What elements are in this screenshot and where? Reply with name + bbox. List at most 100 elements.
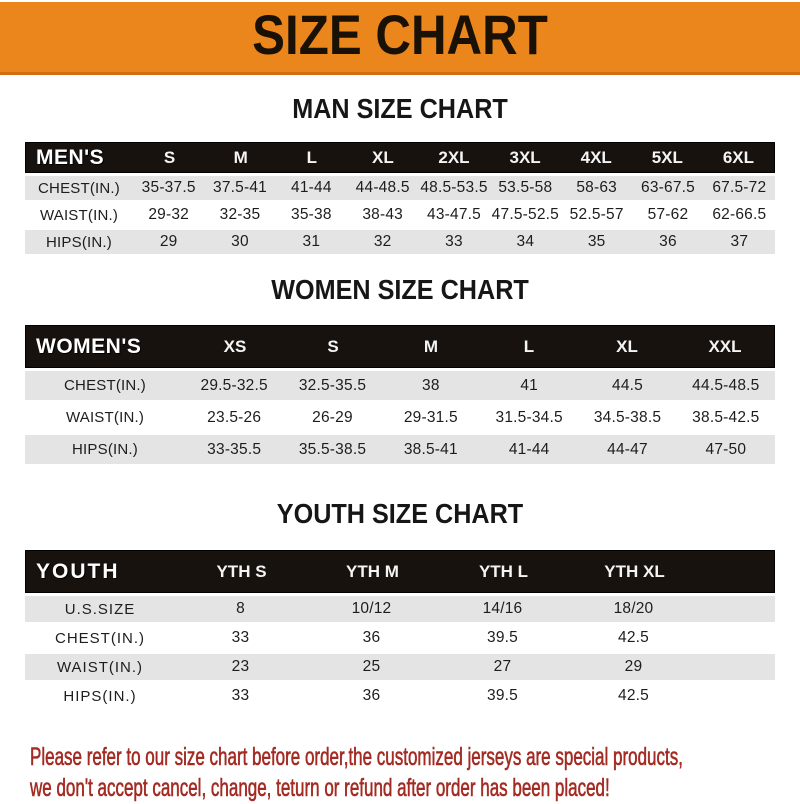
row-label: HIPS(IN.) <box>72 441 138 458</box>
man-size-chart-heading: MAN SIZE CHART <box>292 93 508 124</box>
table-cell: 41 <box>520 376 538 394</box>
size-sections: MAN SIZE CHART MEN'S S M L XL 2XL 3XL 4XL 5XL 6XL… <box>0 93 800 709</box>
table-cell: 29-32 <box>148 206 189 223</box>
table-header-row: YOUTH YTH S YTH M YTH L YTH XL <box>25 550 775 593</box>
table-cell: 39.5 <box>487 687 518 704</box>
table-cell: 10/12 <box>351 600 392 617</box>
table-cell: 47.5-52.5 <box>491 206 559 223</box>
table-header-cell: L <box>306 147 317 167</box>
table-cell: 37.5-41 <box>213 179 267 196</box>
footer-note: Please refer to our size chart before or… <box>30 742 683 804</box>
table-header-cell: XL <box>616 336 638 356</box>
table-header-cell: M <box>423 336 439 356</box>
table-cell: 53.5-58 <box>498 179 553 196</box>
table-header-cell: 2XL <box>438 147 470 167</box>
youth-size-table: YOUTH YTH S YTH M YTH L YTH XL U.S.SIZE 8 10/12… <box>25 550 775 709</box>
table-cell: 62-66.5 <box>712 206 767 223</box>
table-cell: 33-35.5 <box>207 440 262 458</box>
table-cell: 31 <box>302 233 321 250</box>
table-header-cell: S <box>327 336 339 356</box>
table-header-row: WOMEN'S XS S M L XL XXL <box>25 325 775 368</box>
table-cell: 23 <box>231 658 250 675</box>
table-cell: 29.5-32.5 <box>200 376 268 394</box>
table-cell: 34 <box>516 233 535 250</box>
women-size-chart-heading: WOMEN SIZE CHART <box>271 274 529 305</box>
table-cell: 31.5-34.5 <box>495 408 563 426</box>
table-cell: 18/20 <box>613 600 654 617</box>
table-row: WAIST(IN.) 23.5-26 26-29 29-31.5 31.5-34.5 34… <box>25 403 775 432</box>
row-label: HIPS(IN.) <box>46 233 112 251</box>
women-size-table: WOMEN'S XS S M L XL XXL CHEST(IN.) 29.5-32.5 32.5… <box>25 325 775 464</box>
row-label: CHEST(IN.) <box>38 179 120 197</box>
table-cell: 43-47.5 <box>427 206 481 223</box>
row-label: WAIST(IN.) <box>65 409 145 426</box>
table-cell: 36 <box>362 629 381 646</box>
row-label: WAIST(IN.) <box>39 206 119 224</box>
table-header-cell: M <box>233 147 248 167</box>
table-row: HIPS(IN.) 29 30 31 32 33 34 35 36 37 <box>25 230 775 254</box>
table-cell: 41-44 <box>508 440 550 458</box>
table-cell: 35-37.5 <box>141 179 196 196</box>
table-cell: 8 <box>236 600 245 617</box>
table-cell: 35 <box>587 233 606 250</box>
table-cell: 38.5-41 <box>403 440 458 458</box>
row-label: CHEST(IN.) <box>64 377 146 394</box>
table-cell: 29 <box>624 658 643 675</box>
table-header-cell: 5XL <box>651 147 683 167</box>
table-cell: 33 <box>445 233 463 250</box>
table-row: WAIST(IN.) 29-32 32-35 35-38 38-43 43-47.5 47.… <box>25 203 775 227</box>
table-cell: 30 <box>231 233 249 250</box>
table-cell: 42.5 <box>618 687 649 704</box>
table-cell: 48.5-53.5 <box>420 179 488 196</box>
table-header-cell: XXL <box>708 336 742 356</box>
table-cell: 38-43 <box>362 206 403 223</box>
table-cell: 32 <box>373 233 392 250</box>
table-cell: 32-35 <box>219 206 261 223</box>
footer-line-2: we don't accept cancel, change, teturn o… <box>30 774 610 803</box>
man-size-table: MEN'S S M L XL 2XL 3XL 4XL 5XL 6XL CHEST(IN.) 35-37… <box>25 142 775 254</box>
table-cell: 33 <box>231 629 250 646</box>
row-label: U.S.SIZE <box>64 600 136 618</box>
row-label: CHEST(IN.) <box>55 629 145 647</box>
table-cell: 44.5 <box>612 376 643 394</box>
table-header-label: WOMEN'S <box>36 334 142 358</box>
table-header-cell: YTH S <box>216 561 267 581</box>
table-cell: 34.5-38.5 <box>593 408 662 426</box>
row-label: HIPS(IN.) <box>63 687 137 705</box>
table-header-cell: 6XL <box>722 147 755 167</box>
table-row: HIPS(IN.) 33-35.5 35.5-38.5 38.5-41 41-44 44-… <box>25 435 775 464</box>
table-cell: 35-38 <box>291 206 332 223</box>
table-cell: 33 <box>231 687 250 704</box>
table-cell: 67.5-72 <box>712 179 767 196</box>
table-header-row: MEN'S S M L XL 2XL 3XL 4XL 5XL 6XL <box>25 142 775 173</box>
table-cell: 44-48.5 <box>355 179 410 196</box>
table-cell: 14/16 <box>482 600 523 617</box>
table-header-label: YOUTH <box>36 559 120 583</box>
table-row: CHEST(IN.) 35-37.5 37.5-41 41-44 44-48.5 48.5… <box>25 176 775 200</box>
table-cell: 32.5-35.5 <box>298 376 367 394</box>
table-cell: 27 <box>493 658 512 675</box>
row-label: WAIST(IN.) <box>56 658 144 676</box>
table-cell: 38 <box>422 376 440 394</box>
table-cell: 25 <box>362 658 381 675</box>
table-row: WAIST(IN.) 23 25 27 29 <box>25 654 775 680</box>
table-cell: 41-44 <box>291 179 332 196</box>
table-cell: 36 <box>659 233 677 250</box>
table-row: CHEST(IN.) 29.5-32.5 32.5-35.5 38 41 44.5 44.5… <box>25 371 775 400</box>
table-cell: 23.5-26 <box>207 408 262 426</box>
table-cell: 44-47 <box>607 440 648 458</box>
table-cell: 37 <box>730 233 749 250</box>
table-row: CHEST(IN.) 33 36 39.5 42.5 <box>25 625 775 651</box>
table-header-cell: YTH M <box>346 561 399 581</box>
table-header-cell: XS <box>223 336 247 356</box>
table-header-cell: YTH XL <box>604 561 665 581</box>
table-header-label: MEN'S <box>36 145 105 169</box>
banner-title: SIZE CHART <box>252 3 548 66</box>
size-chart-banner: SIZE CHART <box>0 2 800 75</box>
table-header-cell: 4XL <box>580 147 612 167</box>
table-header-cell: L <box>523 336 535 356</box>
table-row: U.S.SIZE 8 10/12 14/16 18/20 <box>25 596 775 622</box>
table-header-cell: 3XL <box>509 147 541 167</box>
footer-line-1: Please refer to our size chart before or… <box>30 743 683 772</box>
table-header-cell: XL <box>372 147 394 167</box>
